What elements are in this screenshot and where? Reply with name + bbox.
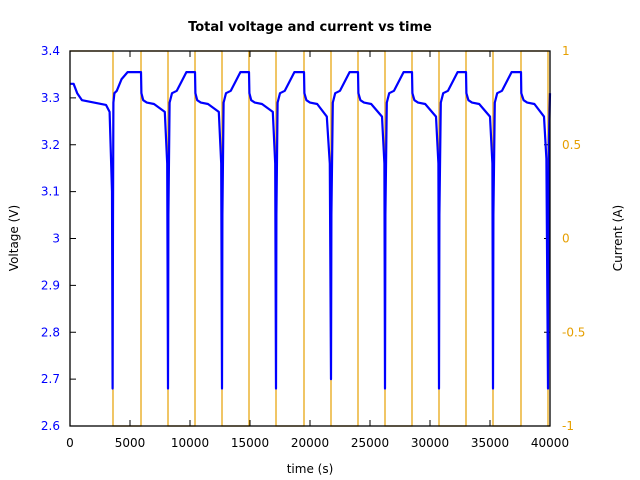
- y-tick-label: 2.6: [41, 419, 60, 433]
- y-tick-label: 3.3: [41, 91, 60, 105]
- x-tick-label: 0: [66, 436, 74, 450]
- x-tick-label: 30000: [411, 436, 449, 450]
- axes: [69, 50, 551, 427]
- y2-tick-label: 1: [562, 44, 570, 58]
- x-tick-label: 40000: [531, 436, 569, 450]
- x-tick-label: 35000: [471, 436, 509, 450]
- y-tick-label: 2.8: [41, 325, 60, 339]
- plot-frame: [69, 50, 551, 427]
- x-tick-label: 25000: [351, 436, 389, 450]
- x-tick-label: 15000: [231, 436, 269, 450]
- x-tick-label: 5000: [115, 436, 146, 450]
- y2-tick-label: 0.5: [562, 138, 581, 152]
- y-tick-label: 3.2: [41, 138, 60, 152]
- x-tick-label: 10000: [171, 436, 209, 450]
- y-axis-label: Voltage (V): [7, 205, 21, 271]
- y2-tick-label: -0.5: [562, 325, 585, 339]
- y2-axis-label: Current (A): [611, 205, 625, 271]
- x-axis-label: time (s): [287, 462, 334, 476]
- chart-title: Total voltage and current vs time: [188, 20, 432, 35]
- y2-tick-label: -1: [562, 419, 574, 433]
- y-tick-label: 3.4: [41, 44, 60, 58]
- y2-tick-label: 0: [562, 232, 570, 246]
- x-tick-label: 20000: [291, 436, 329, 450]
- y-tick-label: 3: [52, 232, 60, 246]
- y-tick-label: 2.9: [41, 278, 60, 292]
- current-series: [70, 50, 550, 427]
- tick-labels: 0 5000 10000 15000 20000 25000 30000 35000 40000…: [41, 44, 586, 450]
- y-tick-label: 3.1: [41, 185, 60, 199]
- y-tick-label: 2.7: [41, 372, 60, 386]
- voltage-series: [70, 71, 552, 390]
